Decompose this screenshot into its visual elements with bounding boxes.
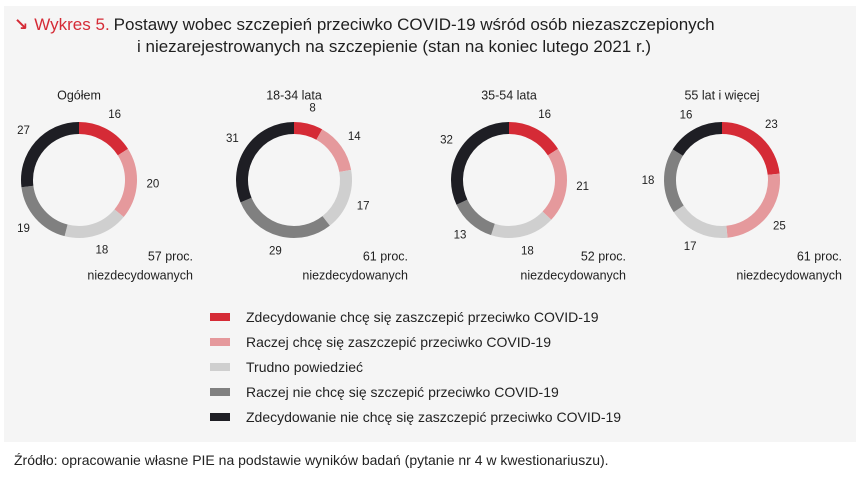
donut-segment — [726, 173, 780, 238]
legend-label: Trudno powiedzieć — [246, 358, 363, 375]
undecided-value: 61 proc. — [797, 249, 842, 263]
donut-segment — [322, 169, 352, 226]
donut-segment — [673, 205, 728, 238]
legend-swatch — [210, 337, 230, 346]
donut-charts: Ogółem 16 20 18 19 27 57 proc. niezdecydowanych… — [17, 88, 842, 282]
donut-segment — [491, 211, 552, 238]
source-note: Źródło: opracowanie własne PIE na podsta… — [14, 452, 609, 468]
segment-value-label: 21 — [576, 181, 589, 193]
segment-value-label: 27 — [17, 125, 30, 137]
segment-value-label: 23 — [765, 119, 778, 131]
donut-segment — [456, 199, 496, 236]
chart-number: Wykres 5. — [34, 15, 110, 34]
undecided-value: 52 proc. — [581, 249, 626, 263]
chart-panel — [4, 6, 856, 442]
donut-segment — [664, 149, 684, 213]
chart-name-4: 55 lat i więcej — [684, 88, 759, 102]
legend-item: Trudno powiedzieć — [210, 354, 621, 379]
chart-name-1: Ogółem — [57, 88, 101, 102]
legend-item: Raczej nie chcę się szczepić przeciwko C… — [210, 379, 621, 404]
donut-segment — [64, 209, 124, 238]
donut-segment — [21, 122, 80, 188]
title-line-1: Postawy wobec szczepień przeciwko COVID-… — [113, 15, 715, 34]
legend-item: Raczej chcę się zaszczepić przeciwko COV… — [210, 329, 621, 354]
segment-value-label: 18 — [642, 175, 655, 187]
undecided-label: niezdecydowanych — [736, 268, 842, 282]
segment-value-label: 16 — [538, 109, 551, 121]
legend-swatch — [210, 412, 230, 421]
segment-value-label: 14 — [348, 131, 361, 143]
donut-segment — [316, 129, 352, 173]
segment-value-label: 18 — [95, 244, 108, 256]
donut-segment — [21, 185, 68, 237]
legend-label: Raczej nie chcę się szczepić przeciwko C… — [246, 383, 559, 400]
undecided-label: niezdecydowanych — [87, 268, 193, 282]
segment-value-label: 18 — [521, 246, 534, 258]
segment-value-label: 17 — [684, 241, 697, 253]
segment-value-label: 19 — [17, 223, 30, 235]
arrow-down-right-icon: ↘ — [14, 15, 29, 34]
segment-value-label: 20 — [146, 179, 159, 191]
segment-value-label: 16 — [680, 109, 693, 121]
title-line-2: i niezarejestrowanych na szczepienie (st… — [137, 37, 652, 56]
segment-value-label: 25 — [773, 221, 786, 233]
segment-value-label: 32 — [440, 134, 453, 146]
donut-segment — [114, 148, 137, 217]
segment-value-label: 29 — [269, 246, 282, 258]
chart-name-2: 18-34 lata — [266, 88, 322, 102]
donut-segment — [240, 197, 330, 238]
legend-item: Zdecydowanie nie chcę się zaszczepić prz… — [210, 404, 621, 429]
donut-segment — [451, 122, 510, 205]
donut-segment — [293, 122, 323, 140]
undecided-value: 61 proc. — [363, 249, 408, 263]
undecided-label: niezdecydowanych — [520, 268, 626, 282]
legend-swatch — [210, 362, 230, 371]
chart-name-3: 35-54 lata — [481, 88, 537, 102]
legend-swatch — [210, 312, 230, 321]
legend: Zdecydowanie chcę się zaszczepić przeciw… — [210, 304, 621, 429]
donut-segment — [672, 122, 723, 156]
legend-swatch — [210, 387, 230, 396]
donut-segment — [508, 122, 558, 156]
donut-segment — [542, 148, 567, 220]
legend-label: Raczej chcę się zaszczepić przeciwko COV… — [246, 333, 551, 350]
segment-value-label: 8 — [309, 102, 315, 114]
donut-segment — [721, 122, 780, 176]
undecided-value: 57 proc. — [148, 249, 193, 263]
chart-title: ↘ Wykres 5. Postawy wobec szczepień przeci… — [14, 14, 814, 58]
undecided-label: niezdecydowanych — [302, 268, 408, 282]
donut-segment — [78, 122, 128, 156]
legend-label: Zdecydowanie nie chcę się zaszczepić prz… — [246, 408, 622, 425]
legend-item: Zdecydowanie chcę się zaszczepić przeciw… — [210, 304, 621, 329]
segment-value-label: 31 — [226, 133, 239, 145]
segment-value-label: 13 — [454, 230, 467, 242]
segment-value-label: 17 — [357, 200, 370, 212]
segment-value-label: 16 — [108, 109, 121, 121]
donut-segment — [236, 122, 295, 203]
legend-label: Zdecydowanie chcę się zaszczepić przeciw… — [246, 308, 599, 325]
